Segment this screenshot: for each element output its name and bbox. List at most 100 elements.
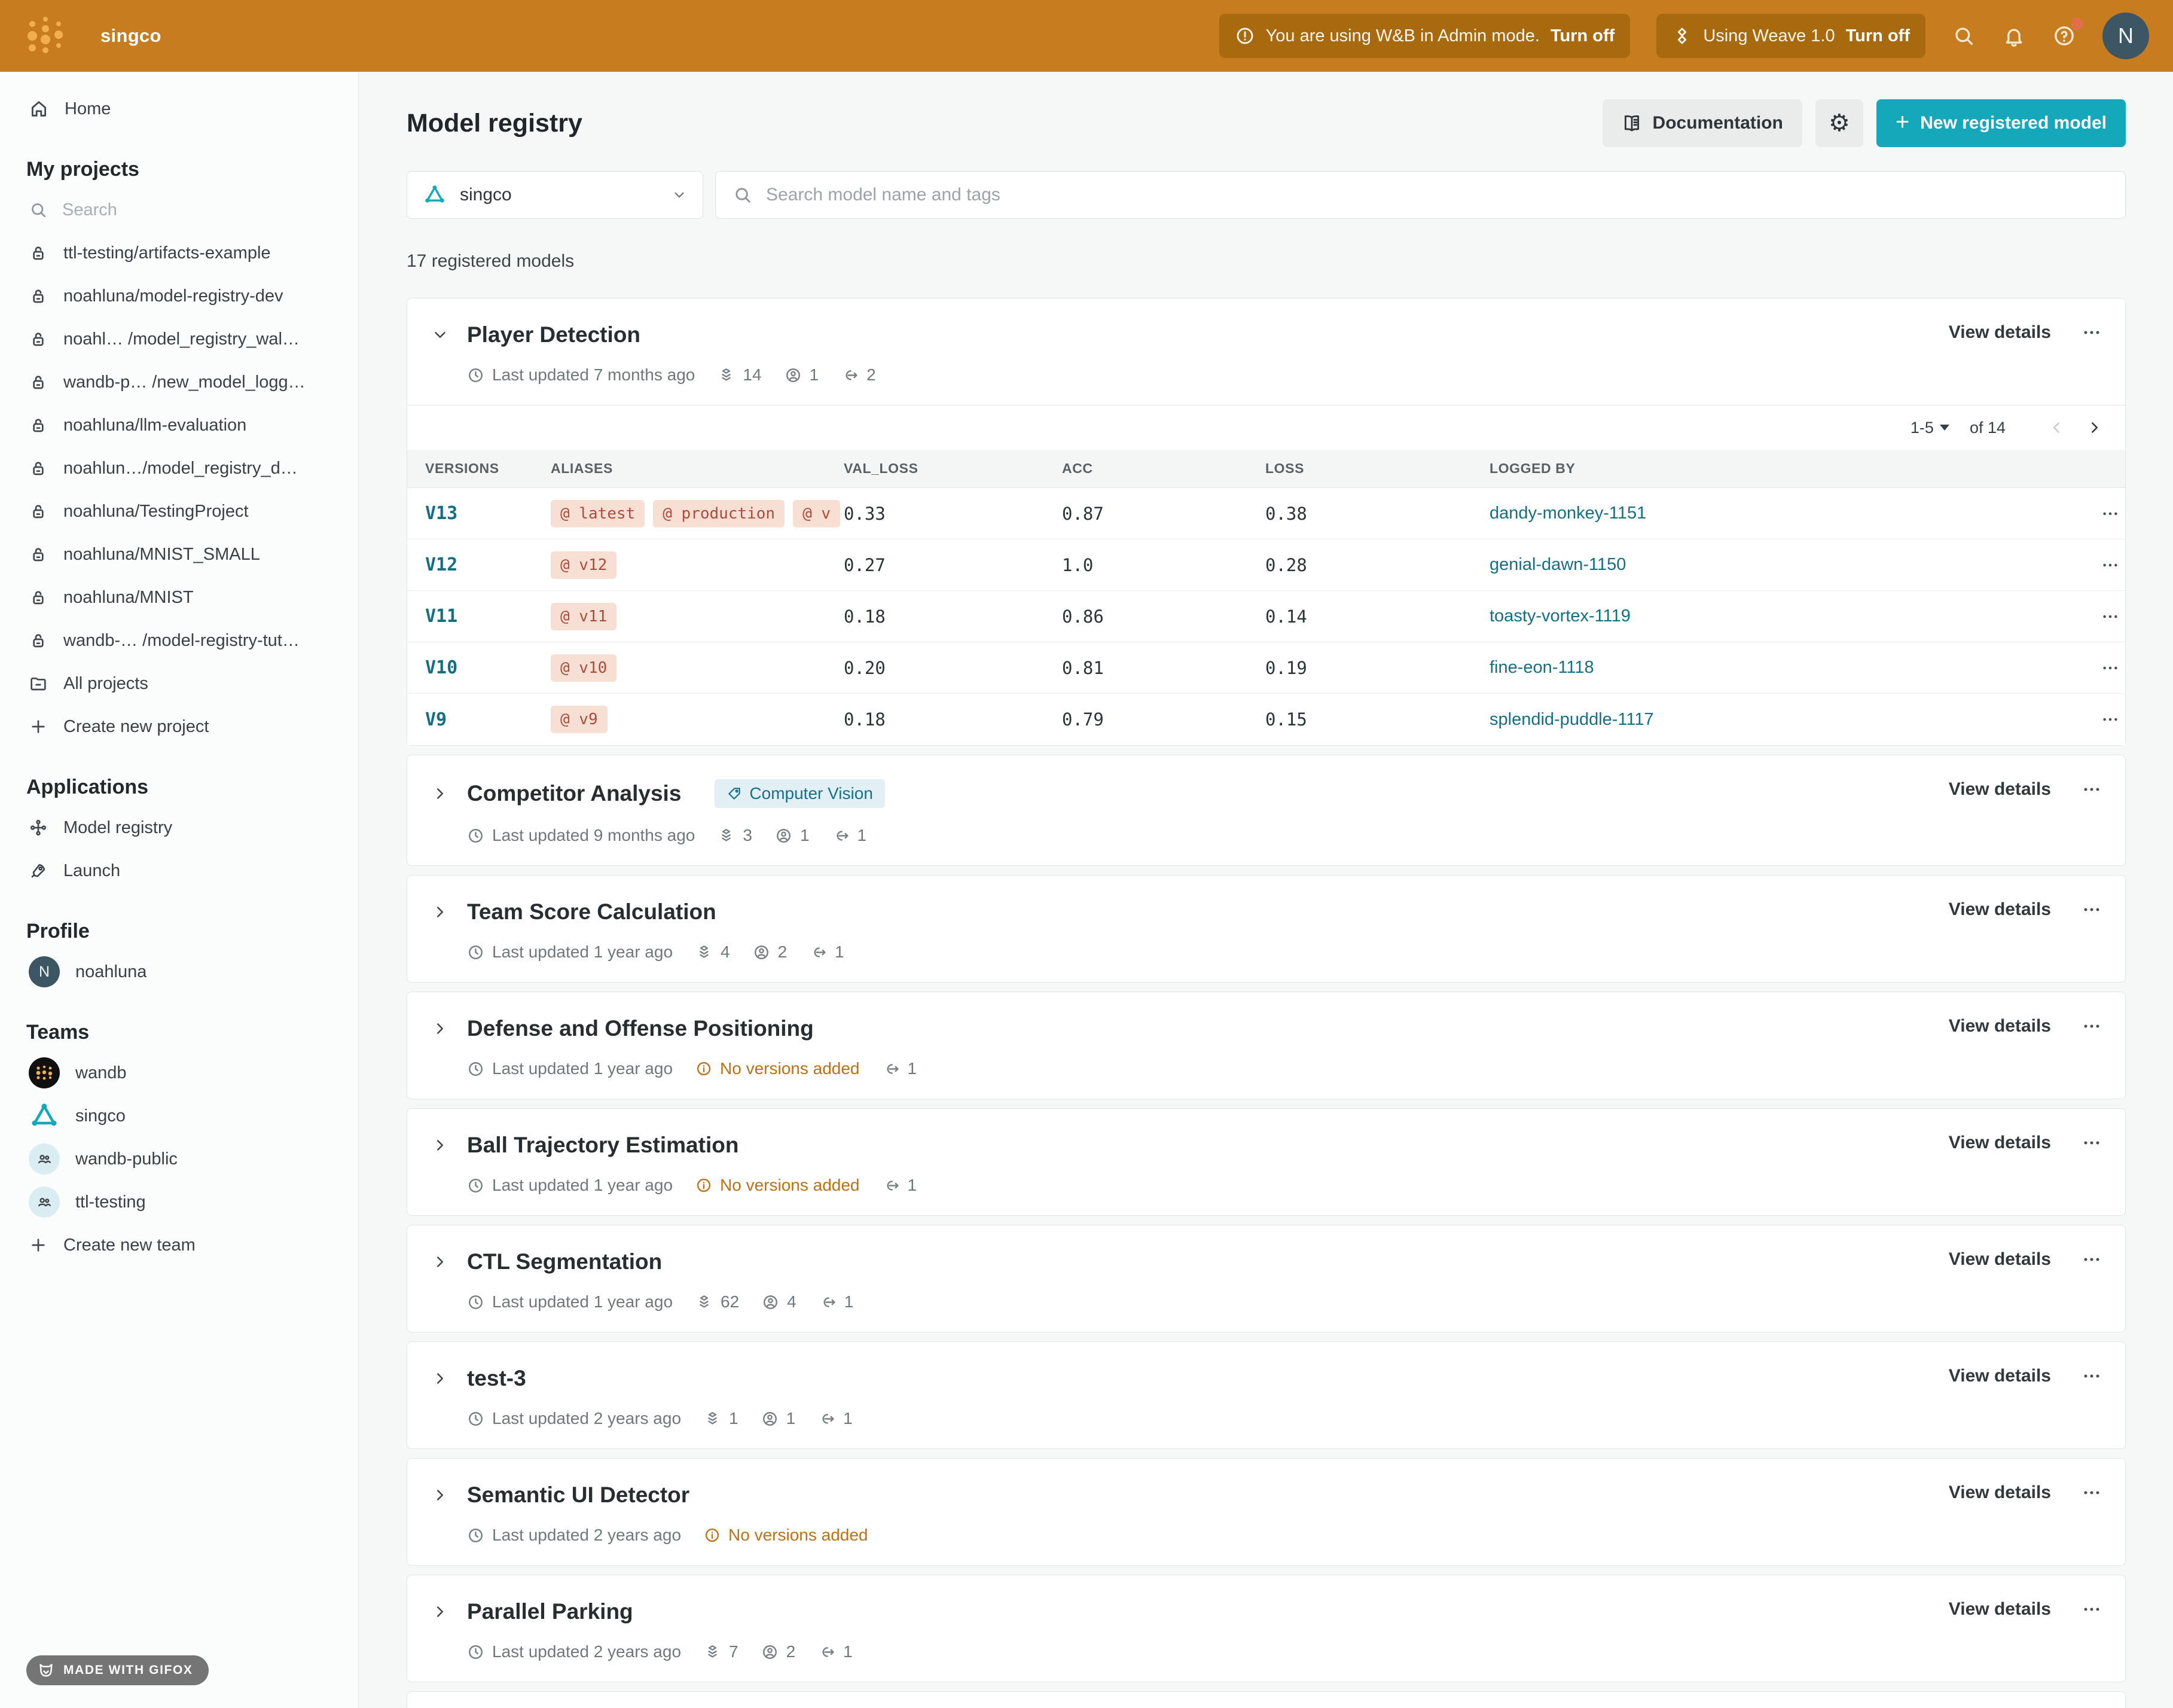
- loss-value: 0.14: [1265, 606, 1307, 627]
- card-menu-button[interactable]: [2082, 1483, 2101, 1502]
- alias-chip: @ v11: [551, 602, 617, 630]
- sidebar-item-all-projects[interactable]: All projects: [0, 662, 358, 705]
- rocket-icon: [31, 864, 45, 878]
- chevron-down-icon[interactable]: [431, 326, 449, 344]
- version-link[interactable]: V11: [425, 606, 458, 627]
- documentation-button[interactable]: Documentation: [1602, 99, 1802, 147]
- sidebar-item-home[interactable]: Home: [0, 87, 358, 130]
- logged-by-run-link[interactable]: toasty-vortex-1119: [1490, 606, 1631, 626]
- logged-by-run-link[interactable]: fine-eon-1118: [1490, 658, 1594, 677]
- versions-count: 3: [718, 826, 752, 845]
- model-search-input[interactable]: [766, 185, 2108, 205]
- link-icon: [822, 1413, 834, 1424]
- card-menu-button[interactable]: [2082, 1133, 2101, 1152]
- sidebar-project[interactable]: noahluna/model-registry-dev: [0, 274, 358, 318]
- row-menu-button[interactable]: [2065, 556, 2119, 574]
- version-link[interactable]: V12: [425, 554, 458, 575]
- sidebar-project[interactable]: wandb-… /model-registry-tut…: [0, 619, 358, 662]
- links-count: 1: [832, 826, 866, 845]
- clock-icon: [469, 1062, 483, 1076]
- version-link[interactable]: V13: [425, 503, 458, 524]
- model-card-defense-offense-positioning: Defense and Offense Positioning Last upd…: [407, 992, 2126, 1099]
- chevron-right-icon[interactable]: [431, 785, 449, 803]
- sidebar-item-profile[interactable]: N noahluna: [0, 950, 358, 993]
- chevron-right-icon[interactable]: [431, 1486, 449, 1504]
- lock-icon: [33, 246, 44, 260]
- sidebar-team-ttl-testing[interactable]: ttl-testing: [0, 1181, 358, 1224]
- card-menu-button[interactable]: [2082, 323, 2101, 342]
- sidebar-project[interactable]: noahluna/TestingProject: [0, 490, 358, 533]
- chevron-right-icon[interactable]: [431, 1253, 449, 1271]
- sidebar-search[interactable]: [0, 188, 358, 231]
- sidebar-project[interactable]: noahlun…/model_registry_d…: [0, 447, 358, 490]
- meatball-menu-icon: [2084, 1374, 2099, 1378]
- model-card-title: Semantic UI Detector: [467, 1483, 690, 1507]
- row-menu-button[interactable]: [2065, 505, 2119, 523]
- view-details-button[interactable]: View details: [1948, 322, 2051, 342]
- admin-turn-off-link[interactable]: Turn off: [1550, 26, 1615, 45]
- chevron-right-icon[interactable]: [431, 1136, 449, 1154]
- row-menu-button[interactable]: [2065, 608, 2119, 626]
- view-details-button[interactable]: View details: [1948, 1366, 2051, 1386]
- view-details-button[interactable]: View details: [1948, 1483, 2051, 1502]
- card-menu-button[interactable]: [2082, 1367, 2101, 1386]
- sidebar-item-model-registry[interactable]: Model registry: [0, 806, 358, 849]
- sidebar-project[interactable]: ttl-testing/artifacts-example: [0, 231, 358, 274]
- chevron-right-icon[interactable]: [431, 1020, 449, 1038]
- view-details-button[interactable]: View details: [1948, 899, 2051, 919]
- sidebar-item-create-project[interactable]: Create new project: [0, 705, 358, 748]
- sidebar-project[interactable]: noahluna/MNIST_SMALL: [0, 533, 358, 576]
- prev-page-button[interactable]: [2047, 419, 2065, 437]
- help-icon[interactable]: [2052, 18, 2083, 48]
- version-link[interactable]: V9: [425, 709, 447, 730]
- view-details-button[interactable]: View details: [1948, 1249, 2051, 1269]
- search-icon[interactable]: [1952, 24, 1976, 48]
- logged-by-run-link[interactable]: dandy-monkey-1151: [1490, 504, 1647, 523]
- sidebar-search-input[interactable]: [62, 200, 313, 220]
- model-card-ball-trajectory-estimation: Ball Trajectory Estimation Last updated …: [407, 1108, 2126, 1216]
- card-menu-button[interactable]: [2082, 780, 2101, 799]
- link-icon: [837, 830, 849, 841]
- view-details-button[interactable]: View details: [1948, 1016, 2051, 1036]
- view-details-button[interactable]: View details: [1948, 1599, 2051, 1619]
- logged-by-run-link[interactable]: genial-dawn-1150: [1490, 555, 1626, 574]
- sidebar-project[interactable]: noahluna/llm-evaluation: [0, 404, 358, 447]
- chevron-right-icon[interactable]: [431, 1603, 449, 1621]
- card-menu-button[interactable]: [2082, 1250, 2101, 1269]
- row-menu-button[interactable]: [2065, 659, 2119, 677]
- team-selector-dropdown[interactable]: singco: [407, 171, 703, 219]
- acc-value: 0.79: [1062, 709, 1104, 730]
- sidebar-project[interactable]: wandb-p… /new_model_logg…: [0, 361, 358, 404]
- card-menu-button[interactable]: [2082, 1017, 2101, 1036]
- sidebar-team-singco[interactable]: singco: [0, 1094, 358, 1137]
- chevron-right-icon[interactable]: [431, 903, 449, 921]
- next-page-button[interactable]: [2086, 419, 2104, 437]
- wandb-logo-icon[interactable]: [23, 13, 68, 59]
- tag-chip-computer-vision[interactable]: Computer Vision: [715, 779, 885, 808]
- view-details-button[interactable]: View details: [1948, 779, 2051, 799]
- registry-settings-button[interactable]: ⚙: [1815, 99, 1863, 147]
- page-range-dropdown[interactable]: 1-5: [1910, 419, 1949, 437]
- no-versions-warning: No versions added: [704, 1526, 868, 1545]
- folder-icon: [30, 678, 46, 691]
- version-link[interactable]: V10: [425, 657, 458, 678]
- view-details-button[interactable]: View details: [1948, 1133, 2051, 1152]
- weave-turn-off-link[interactable]: Turn off: [1845, 26, 1910, 45]
- sidebar-project[interactable]: noahluna/MNIST: [0, 576, 358, 619]
- sidebar-team-wandb-public[interactable]: wandb-public: [0, 1137, 358, 1181]
- row-menu-button[interactable]: [2065, 710, 2119, 728]
- weave-banner: Using Weave 1.0 Turn off: [1656, 14, 1925, 58]
- sidebar-project[interactable]: noahl… /model_registry_wal…: [0, 318, 358, 361]
- clock-icon: [469, 828, 483, 843]
- logged-by-run-link[interactable]: splendid-puddle-1117: [1490, 709, 1654, 729]
- new-registered-model-button[interactable]: + New registered model: [1876, 99, 2126, 147]
- card-menu-button[interactable]: [2082, 900, 2101, 919]
- sidebar-item-create-team[interactable]: Create new team: [0, 1224, 358, 1267]
- no-versions-warning: No versions added: [695, 1059, 860, 1078]
- notifications-bell-icon[interactable]: [2002, 24, 2026, 48]
- card-menu-button[interactable]: [2082, 1600, 2101, 1619]
- sidebar-team-wandb[interactable]: wandb: [0, 1051, 358, 1094]
- sidebar-item-launch[interactable]: Launch: [0, 849, 358, 892]
- chevron-right-icon[interactable]: [431, 1370, 449, 1387]
- user-avatar[interactable]: N: [2102, 13, 2149, 59]
